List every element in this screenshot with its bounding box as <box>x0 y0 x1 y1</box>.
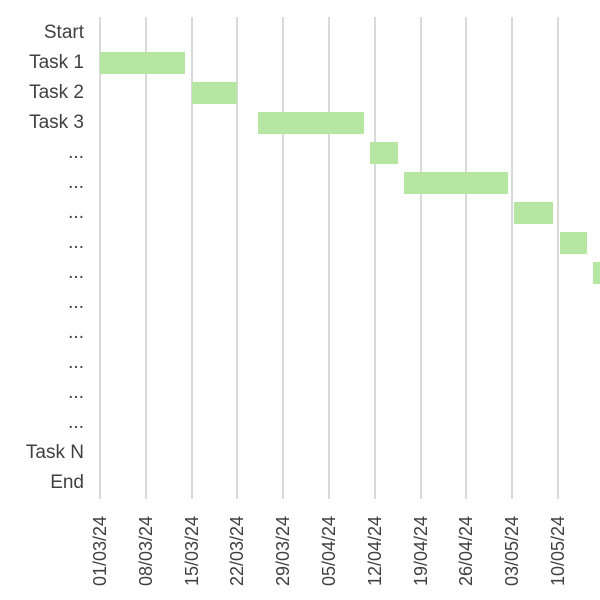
gridline <box>190 17 193 499</box>
category-label: Task N <box>25 442 84 463</box>
x-tick-label: 12/04/24 <box>364 515 385 586</box>
x-tick-label: 08/03/24 <box>135 515 156 586</box>
x-tick-label: 26/04/24 <box>456 515 477 586</box>
gridline <box>511 17 514 499</box>
gantt-bar <box>191 82 238 104</box>
gantt-bar <box>258 112 364 134</box>
category-label: ... <box>68 262 84 283</box>
x-tick-label: 10/05/24 <box>548 515 568 586</box>
category-label: Task 2 <box>29 82 84 103</box>
category-label: ... <box>68 382 84 403</box>
gridline <box>328 17 330 499</box>
gridline <box>99 17 101 499</box>
x-tick-label: 03/05/24 <box>502 515 523 586</box>
category-label: End <box>50 472 84 493</box>
gantt-bar <box>559 232 587 254</box>
x-tick-label: 05/04/24 <box>319 515 339 586</box>
gridline <box>236 17 239 499</box>
category-label: ... <box>68 292 84 313</box>
gridline <box>144 17 147 499</box>
gridline <box>419 17 422 499</box>
category-label: ... <box>68 412 84 433</box>
category-label: Task 3 <box>29 112 84 133</box>
category-label: ... <box>68 202 84 223</box>
gridline <box>282 17 285 499</box>
gantt-bar <box>100 52 186 74</box>
gridline <box>465 17 468 499</box>
gantt-bar <box>369 142 398 164</box>
category-label: ... <box>68 232 84 253</box>
category-label: ... <box>68 142 84 163</box>
x-tick-label: 01/03/24 <box>90 515 110 586</box>
gridline <box>373 17 376 499</box>
category-label: Task 1 <box>29 52 84 73</box>
x-tick-label: 29/03/24 <box>273 515 294 586</box>
gantt-bar <box>514 202 554 224</box>
category-label: ... <box>68 352 84 373</box>
gantt-bar <box>403 172 509 194</box>
x-tick-label: 22/03/24 <box>227 515 248 586</box>
x-tick-label: 19/04/24 <box>410 515 431 586</box>
category-label: Start <box>43 22 84 43</box>
x-tick-label: 15/03/24 <box>181 515 202 586</box>
category-label: ... <box>68 322 84 343</box>
gridline <box>557 17 559 499</box>
category-label: ... <box>68 172 84 193</box>
gantt-bar <box>593 262 600 284</box>
